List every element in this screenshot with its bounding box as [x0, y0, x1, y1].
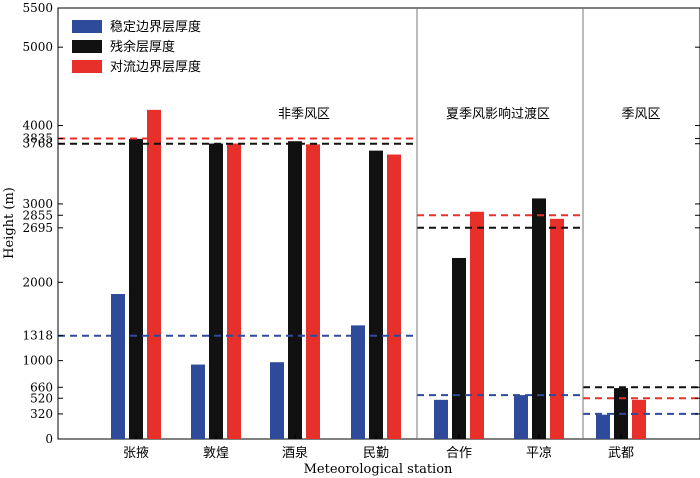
bars	[111, 109, 646, 440]
bar-2-0	[270, 362, 284, 439]
bar-5-0	[514, 395, 528, 439]
y-tick-label-13: 5000	[22, 40, 53, 54]
region-dividers	[416, 8, 584, 439]
legend-label-1: 残余层厚度	[110, 39, 175, 55]
legend-label-0: 稳定边界层厚度	[110, 19, 201, 35]
y-axis-title: Height (m)	[2, 187, 17, 259]
x-axis-title: Meteorological station	[304, 462, 453, 477]
reference-lines	[58, 137, 700, 415]
legend-swatch-1	[72, 40, 102, 53]
y-tick-label-8: 2855	[22, 208, 53, 222]
bar-5-2	[550, 218, 564, 439]
legend-swatch-2	[72, 60, 102, 73]
y-tick-label-11: 3835	[22, 131, 53, 145]
bar-0-0	[111, 294, 125, 439]
y-tick-label-6: 2000	[22, 275, 53, 289]
bar-5-1	[532, 198, 546, 439]
y-tick-label-10: 3768	[22, 137, 53, 151]
bar-1-1	[209, 143, 223, 439]
bar-3-2	[387, 154, 401, 440]
bar-6-2	[632, 399, 646, 439]
y-tick-label-12: 4000	[22, 119, 53, 133]
y-tick-label-0: 0	[45, 432, 53, 446]
y-tick-label-9: 3000	[22, 197, 53, 211]
y-tick-label-14: 5500	[22, 1, 53, 15]
y-tick-label-2: 520	[30, 391, 53, 405]
bar-4-2	[470, 211, 484, 439]
x-tick-label-6: 武都	[608, 446, 634, 461]
bar-1-2	[227, 143, 241, 439]
bar-4-1	[452, 257, 466, 439]
bar-3-1	[369, 150, 383, 439]
legend-swatch-0	[72, 20, 102, 33]
x-tick-label-0: 张掖	[123, 446, 149, 461]
region-labels: 非季风区 夏季风影响过渡区 季风区	[278, 106, 661, 122]
bar-4-0	[434, 399, 448, 439]
bar-6-0	[596, 414, 610, 439]
bar-2-2	[306, 144, 320, 439]
bar-1-0	[191, 364, 205, 439]
region-label-2: 季风区	[621, 107, 660, 122]
y-tick-label-4: 1000	[22, 354, 53, 368]
x-tick-label-4: 合作	[446, 446, 472, 461]
x-tick-label-5: 平凉	[526, 446, 552, 461]
bar-0-1	[129, 138, 143, 439]
bar-3-0	[351, 325, 365, 439]
x-tick-label-1: 敦煌	[203, 445, 229, 461]
legend-label-2: 对流边界层厚度	[110, 59, 201, 75]
y-tick-label-3: 660	[30, 380, 53, 394]
region-label-1: 夏季风影响过渡区	[446, 106, 550, 122]
x-axis: 张掖 敦煌 酒泉 民勤 合作 平凉 武都	[123, 434, 634, 461]
bar-2-1	[288, 141, 302, 439]
x-tick-label-2: 酒泉	[282, 445, 308, 461]
bar-0-2	[147, 109, 161, 439]
y-tick-label-5: 1318	[22, 329, 53, 343]
y-tick-label-7: 2695	[22, 221, 53, 235]
y-tick-label-1: 320	[30, 407, 53, 421]
x-tick-label-3: 民勤	[363, 446, 389, 461]
region-label-0: 非季风区	[278, 107, 330, 122]
